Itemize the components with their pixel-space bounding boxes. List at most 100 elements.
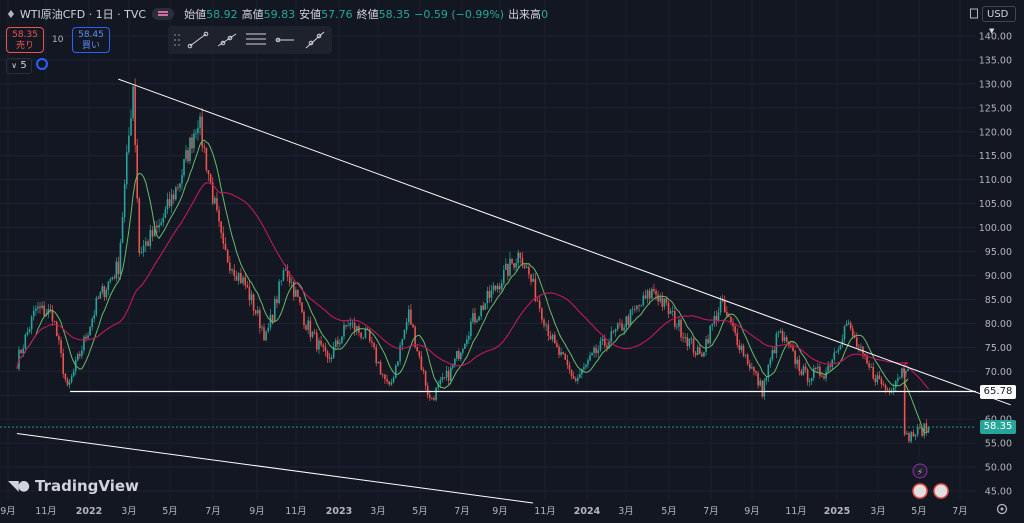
candle-body — [375, 347, 378, 364]
y-tick-label: 135.00 — [979, 55, 1012, 66]
candle-body — [175, 187, 177, 200]
y-tick-label: 80.00 — [985, 319, 1012, 330]
candle-body — [405, 322, 408, 330]
candle-body — [334, 340, 337, 347]
x-tick-label: 9月 — [249, 506, 265, 517]
event-markers: ⚡ — [912, 463, 949, 499]
symbol-title[interactable]: WTI原油CFD · 1日 · TVC — [19, 8, 147, 21]
candle-body — [273, 299, 276, 322]
sell-button[interactable]: 58.35 売り — [6, 27, 44, 53]
candle-body — [399, 345, 401, 362]
x-tick-label: 5月 — [911, 506, 927, 517]
candle-body — [26, 331, 29, 335]
spread-value: 10 — [52, 35, 64, 45]
candle-body — [673, 311, 676, 327]
candle-body — [345, 324, 347, 327]
candle-body — [303, 311, 305, 326]
candle-body — [523, 265, 526, 268]
candle-body — [694, 352, 697, 356]
chevron-down-icon: ▼ — [989, 27, 995, 35]
candle-body — [530, 274, 532, 282]
candle-body — [267, 327, 270, 332]
candle-body — [638, 305, 640, 307]
candle-body — [156, 225, 158, 228]
candle-body — [910, 432, 912, 442]
candle-body — [648, 290, 651, 299]
candle-body — [534, 278, 537, 301]
candle-body — [79, 354, 81, 356]
y-tick-label: 130.00 — [979, 79, 1012, 90]
buy-button[interactable]: 58.45 買い — [72, 27, 110, 53]
candle-body — [785, 337, 788, 342]
candle-body — [862, 346, 864, 354]
candle-body — [195, 132, 197, 134]
x-tick-label: 2023 — [326, 506, 352, 517]
candle-body — [587, 360, 589, 365]
candle-body — [105, 290, 108, 298]
svg-text:⚡: ⚡ — [917, 468, 923, 478]
candle-body — [237, 272, 240, 281]
candle-body — [631, 308, 634, 310]
y-tick-label: 75.00 — [985, 343, 1012, 354]
candle-body — [525, 266, 528, 268]
us-flag-event-icon — [912, 483, 928, 499]
candle-body — [368, 330, 371, 341]
drawing-toolbar — [168, 26, 332, 54]
refresh-icon[interactable] — [36, 58, 48, 70]
candle-body — [556, 343, 558, 347]
tradingview-logo[interactable]: ◥● TradingView — [8, 477, 139, 495]
candle-body — [878, 375, 881, 379]
candle-body — [381, 374, 384, 376]
candle-body — [625, 316, 628, 328]
candle-body — [570, 369, 573, 377]
x-tick-label: 7月 — [703, 506, 719, 517]
us-flag-event-icon — [933, 483, 949, 499]
candle-body — [823, 376, 825, 379]
candle-body — [244, 277, 247, 286]
candle-body — [140, 252, 143, 253]
candle-body — [759, 380, 761, 386]
candle-body — [513, 263, 515, 268]
indicators-collapse-button[interactable]: ∨ 5 — [6, 58, 32, 74]
candle-body — [226, 249, 229, 263]
candle-body — [474, 313, 476, 323]
candle-body — [833, 352, 836, 360]
candle-body — [633, 308, 636, 310]
candle-body — [93, 314, 96, 319]
candle-body — [676, 326, 678, 328]
candle-body — [119, 242, 122, 275]
candle-body — [684, 337, 687, 339]
candle-body — [265, 331, 267, 341]
candle-body — [715, 315, 718, 321]
candle-body — [32, 310, 35, 317]
currency-selector[interactable]: USD ▼ — [982, 6, 1016, 35]
candle-body — [39, 306, 41, 308]
candle-body — [132, 86, 134, 119]
indicator-toggle-icon[interactable] — [152, 8, 175, 20]
candle-body — [767, 364, 770, 378]
candle-body — [22, 348, 24, 354]
candle-body — [696, 347, 699, 356]
candle-body — [606, 345, 608, 348]
candle-body — [158, 224, 160, 228]
settings-gear-icon[interactable] — [996, 503, 1008, 515]
maximize-icon[interactable] — [970, 6, 978, 20]
y-tick-label: 110.00 — [979, 175, 1012, 186]
candle-body — [70, 376, 73, 382]
candle-body — [864, 353, 866, 356]
candle-body — [593, 347, 595, 353]
candle-body — [373, 342, 375, 348]
candle-body — [616, 323, 619, 330]
candle-body — [746, 354, 749, 364]
candle-body — [271, 314, 274, 322]
trend-line-tool-icon — [187, 31, 209, 49]
candle-body — [627, 316, 630, 326]
candle-body — [246, 285, 249, 288]
candle-body — [777, 332, 780, 334]
candle-body — [341, 336, 343, 343]
candle-body — [732, 322, 734, 327]
upper-trendline — [118, 78, 1011, 406]
candle-body — [138, 198, 141, 253]
candle-body — [89, 326, 91, 336]
